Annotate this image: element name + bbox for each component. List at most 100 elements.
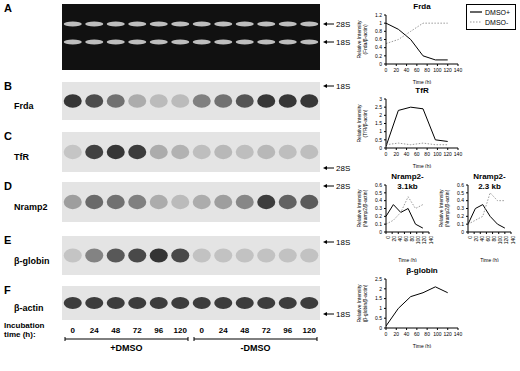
svg-text:1.2: 1.2 bbox=[375, 12, 382, 18]
svg-text:2: 2 bbox=[379, 286, 382, 292]
svg-text:Time (h): Time (h) bbox=[413, 343, 432, 348]
svg-text:0.1: 0.1 bbox=[457, 221, 464, 227]
svg-text:140: 140 bbox=[454, 331, 463, 337]
svg-text:96: 96 bbox=[283, 326, 292, 335]
svg-text:80: 80 bbox=[491, 236, 497, 242]
svg-text:100: 100 bbox=[497, 236, 503, 245]
svg-text:0: 0 bbox=[467, 236, 473, 239]
svg-text:0.3: 0.3 bbox=[457, 205, 464, 211]
svg-text:0.4: 0.4 bbox=[375, 44, 382, 50]
svg-text:Time (h): Time (h) bbox=[413, 163, 432, 168]
svg-text:D: D bbox=[4, 180, 12, 192]
svg-text:time (h):: time (h): bbox=[4, 330, 36, 339]
svg-text:120: 120 bbox=[503, 236, 509, 245]
svg-text:0.5: 0.5 bbox=[375, 315, 382, 321]
svg-text:1: 1 bbox=[379, 305, 382, 311]
svg-text:48: 48 bbox=[240, 326, 249, 335]
svg-text:C: C bbox=[4, 130, 12, 142]
svg-text:A: A bbox=[4, 2, 12, 14]
svg-text:60: 60 bbox=[485, 236, 491, 242]
svg-text:0: 0 bbox=[385, 151, 388, 157]
svg-text:β-actin: β-actin bbox=[14, 303, 44, 313]
svg-text:80: 80 bbox=[424, 151, 430, 157]
svg-text:60: 60 bbox=[414, 151, 420, 157]
svg-text:140: 140 bbox=[454, 67, 463, 73]
svg-text:F: F bbox=[4, 284, 11, 296]
svg-text:20: 20 bbox=[394, 151, 400, 157]
svg-text:48: 48 bbox=[111, 326, 120, 335]
svg-text:96: 96 bbox=[154, 326, 163, 335]
svg-text:0.4: 0.4 bbox=[375, 197, 382, 203]
svg-text:0: 0 bbox=[379, 325, 382, 331]
svg-text:TfR: TfR bbox=[14, 152, 29, 162]
svg-text:0.5: 0.5 bbox=[375, 137, 382, 143]
svg-text:0.6: 0.6 bbox=[375, 36, 382, 42]
svg-text:Time (h): Time (h) bbox=[480, 257, 499, 262]
svg-text:0: 0 bbox=[379, 145, 382, 151]
svg-text:100: 100 bbox=[433, 67, 442, 73]
svg-text:2.5: 2.5 bbox=[375, 104, 382, 110]
svg-text:0.3: 0.3 bbox=[375, 205, 382, 211]
svg-text:0.4: 0.4 bbox=[457, 197, 464, 203]
svg-text:40: 40 bbox=[404, 151, 410, 157]
svg-text:1: 1 bbox=[379, 20, 382, 26]
svg-text:20: 20 bbox=[394, 331, 400, 337]
svg-text:0.1: 0.1 bbox=[375, 221, 382, 227]
svg-text:0.2: 0.2 bbox=[375, 53, 382, 59]
svg-text:120: 120 bbox=[303, 326, 317, 335]
svg-text:1.5: 1.5 bbox=[375, 295, 382, 301]
svg-text:B: B bbox=[4, 80, 12, 92]
svg-text:120: 120 bbox=[421, 236, 427, 245]
svg-text:(TfR/β-actin): (TfR/β-actin) bbox=[362, 109, 368, 137]
svg-text:72: 72 bbox=[262, 326, 271, 335]
svg-text:1.5: 1.5 bbox=[375, 120, 382, 126]
svg-text:60: 60 bbox=[414, 331, 420, 337]
svg-text:0: 0 bbox=[379, 229, 382, 235]
svg-text:80: 80 bbox=[409, 236, 415, 242]
svg-text:140: 140 bbox=[510, 236, 516, 245]
svg-text:28S: 28S bbox=[336, 20, 350, 29]
svg-text:3: 3 bbox=[379, 96, 382, 102]
svg-text:0: 0 bbox=[385, 236, 391, 239]
svg-text:DMSO+: DMSO+ bbox=[485, 9, 510, 16]
svg-text:100: 100 bbox=[433, 331, 442, 337]
svg-text:18S: 18S bbox=[336, 238, 350, 247]
svg-text:Time (h): Time (h) bbox=[413, 79, 432, 84]
svg-text:28S: 28S bbox=[336, 164, 350, 173]
svg-text:DMSO-: DMSO- bbox=[485, 19, 509, 26]
svg-text:Nramp2: Nramp2 bbox=[14, 202, 48, 212]
svg-text:24: 24 bbox=[219, 326, 228, 335]
svg-text:1: 1 bbox=[379, 128, 382, 134]
svg-text:72: 72 bbox=[133, 326, 142, 335]
svg-text:120: 120 bbox=[444, 151, 453, 157]
svg-text:(Frda/β-actin): (Frda/β-actin) bbox=[362, 24, 368, 54]
svg-text:100: 100 bbox=[415, 236, 421, 245]
svg-text:Time (h): Time (h) bbox=[398, 257, 417, 262]
svg-text:2.5: 2.5 bbox=[375, 276, 382, 282]
svg-text:40: 40 bbox=[404, 67, 410, 73]
svg-text:0: 0 bbox=[385, 331, 388, 337]
svg-text:60: 60 bbox=[414, 67, 420, 73]
svg-text:40: 40 bbox=[404, 331, 410, 337]
svg-text:120: 120 bbox=[444, 331, 453, 337]
svg-text:0.5: 0.5 bbox=[375, 190, 382, 196]
svg-text:Incubation: Incubation bbox=[4, 321, 45, 330]
svg-text:80: 80 bbox=[424, 331, 430, 337]
svg-text:0: 0 bbox=[461, 229, 464, 235]
svg-text:20: 20 bbox=[391, 236, 397, 242]
svg-text:(Nramp2/β-actin): (Nramp2/β-actin) bbox=[362, 189, 368, 227]
svg-text:80: 80 bbox=[424, 67, 430, 73]
svg-text:18S: 18S bbox=[336, 38, 350, 47]
svg-text:0: 0 bbox=[379, 61, 382, 67]
svg-text:+DMSO: +DMSO bbox=[110, 343, 142, 353]
svg-text:0.2: 0.2 bbox=[375, 213, 382, 219]
svg-text:0: 0 bbox=[200, 326, 205, 335]
svg-text:100: 100 bbox=[433, 151, 442, 157]
svg-text:0: 0 bbox=[385, 67, 388, 73]
svg-text:18S: 18S bbox=[336, 310, 350, 319]
svg-text:0.2: 0.2 bbox=[457, 213, 464, 219]
svg-text:Frda: Frda bbox=[14, 101, 34, 111]
svg-text:60: 60 bbox=[403, 236, 409, 242]
svg-text:120: 120 bbox=[444, 67, 453, 73]
svg-text:18S: 18S bbox=[336, 82, 350, 91]
